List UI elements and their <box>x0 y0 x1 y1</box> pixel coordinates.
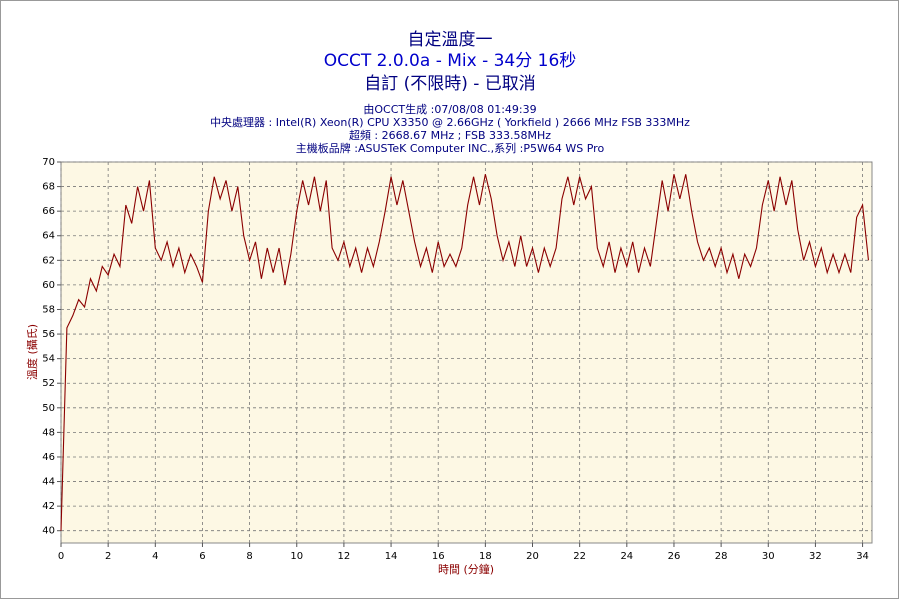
x-tick-label: 10 <box>290 551 303 562</box>
x-tick-label: 18 <box>479 551 492 562</box>
info-line: 由OCCT生成 :07/08/08 01:49:39 <box>363 102 536 116</box>
chart-title: 自定溫度一 <box>408 30 493 50</box>
y-tick-label: 70 <box>42 157 55 168</box>
y-tick-label: 62 <box>42 255 55 266</box>
x-axis-title: 時間 (分鐘) <box>438 562 494 576</box>
x-tick-label: 4 <box>152 551 158 562</box>
y-tick-label: 60 <box>42 280 55 291</box>
info-line: 主機板品牌 :ASUSTeK Computer INC.,系列 :P5W64 W… <box>296 141 605 155</box>
x-tick-label: 26 <box>668 551 681 562</box>
y-tick-label: 44 <box>42 477 55 488</box>
y-tick-label: 68 <box>42 182 55 193</box>
x-tick-label: 6 <box>199 551 205 562</box>
x-tick-label: 34 <box>856 551 869 562</box>
x-tick-label: 16 <box>432 551 445 562</box>
y-tick-label: 50 <box>42 403 55 414</box>
y-tick-label: 48 <box>42 427 55 438</box>
data-line <box>60 174 870 531</box>
plot-area <box>60 161 873 544</box>
x-tick-label: 22 <box>573 551 586 562</box>
y-axis-title: 溫度 (攝氏) <box>25 324 39 380</box>
y-tick-label: 58 <box>42 304 55 315</box>
y-tick-label: 42 <box>42 501 55 512</box>
x-tick-label: 20 <box>526 551 539 562</box>
x-tick-label: 28 <box>715 551 728 562</box>
y-tick-label: 54 <box>42 354 55 365</box>
x-tick-label: 0 <box>58 551 64 562</box>
x-tick-label: 8 <box>246 551 252 562</box>
y-tick-label: 64 <box>42 231 55 242</box>
y-tick-label: 40 <box>42 526 55 537</box>
chart-subtitle: OCCT 2.0.0a - Mix - 34分 16秒 <box>324 51 577 71</box>
y-tick-label: 52 <box>42 378 55 389</box>
info-line: 超頻 : 2668.67 MHz ; FSB 333.58MHz <box>349 128 551 142</box>
x-tick-label: 14 <box>385 551 398 562</box>
y-tick-label: 66 <box>42 206 55 217</box>
x-tick-label: 30 <box>762 551 775 562</box>
y-tick-label: 46 <box>42 452 55 463</box>
x-tick-label: 12 <box>338 551 351 562</box>
x-tick-label: 32 <box>809 551 822 562</box>
chart-subtitle: 自訂 (不限時) - 已取消 <box>364 74 536 94</box>
x-tick-label: 24 <box>620 551 633 562</box>
info-line: 中央處理器 : Intel(R) Xeon(R) CPU X3350 @ 2.6… <box>210 115 690 129</box>
x-tick-label: 2 <box>105 551 111 562</box>
y-tick-label: 56 <box>42 329 55 340</box>
